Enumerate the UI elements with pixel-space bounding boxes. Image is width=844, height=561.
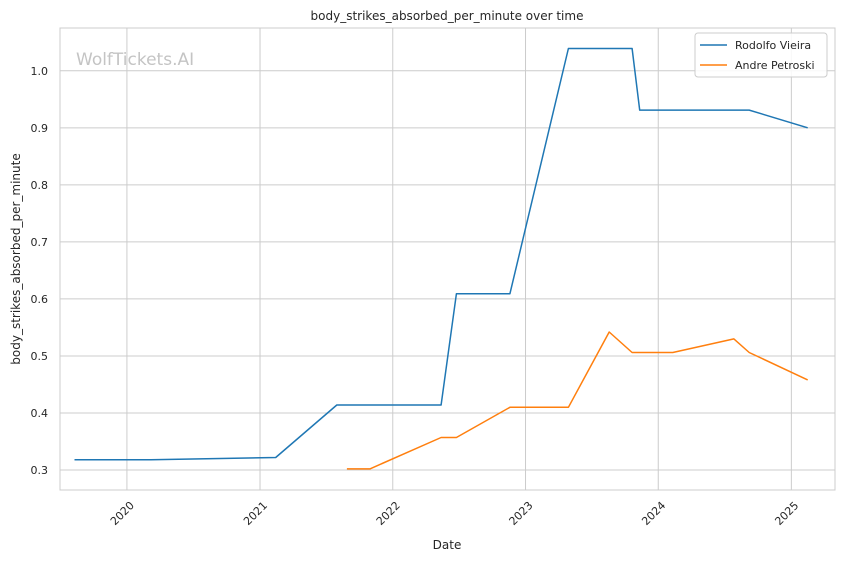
watermark: WolfTickets.AI — [76, 50, 194, 70]
plot-area-frame — [59, 27, 836, 491]
y-axis-label: body_strikes_absorbed_per_minute — [9, 153, 23, 364]
y-tick-label: 0.9 — [31, 122, 49, 135]
y-tick-label: 0.3 — [31, 464, 49, 477]
y-axis-ticks: 0.3 0.4 0.5 0.6 0.7 0.8 0.9 1.0 — [31, 65, 49, 477]
series-line-1 — [74, 47, 808, 461]
y-tick-label: 0.4 — [31, 407, 49, 420]
y-tick-label: 0.8 — [31, 179, 49, 192]
series-line-2 — [346, 331, 809, 470]
series-lines — [74, 47, 809, 470]
legend-label: Andre Petroski — [735, 59, 815, 72]
legend-box — [694, 32, 828, 78]
y-tick-label: 0.7 — [31, 236, 49, 249]
legend: Rodolfo Vieira Andre Petroski — [694, 32, 828, 78]
y-tick-label: 1.0 — [31, 65, 49, 78]
y-tick-label: 0.5 — [31, 350, 49, 363]
x-axis-label: Date — [433, 538, 462, 552]
y-tick-label: 0.6 — [31, 293, 49, 306]
chart-title: body_strikes_absorbed_per_minute over ti… — [311, 9, 584, 23]
legend-label: Rodolfo Vieira — [735, 39, 811, 52]
